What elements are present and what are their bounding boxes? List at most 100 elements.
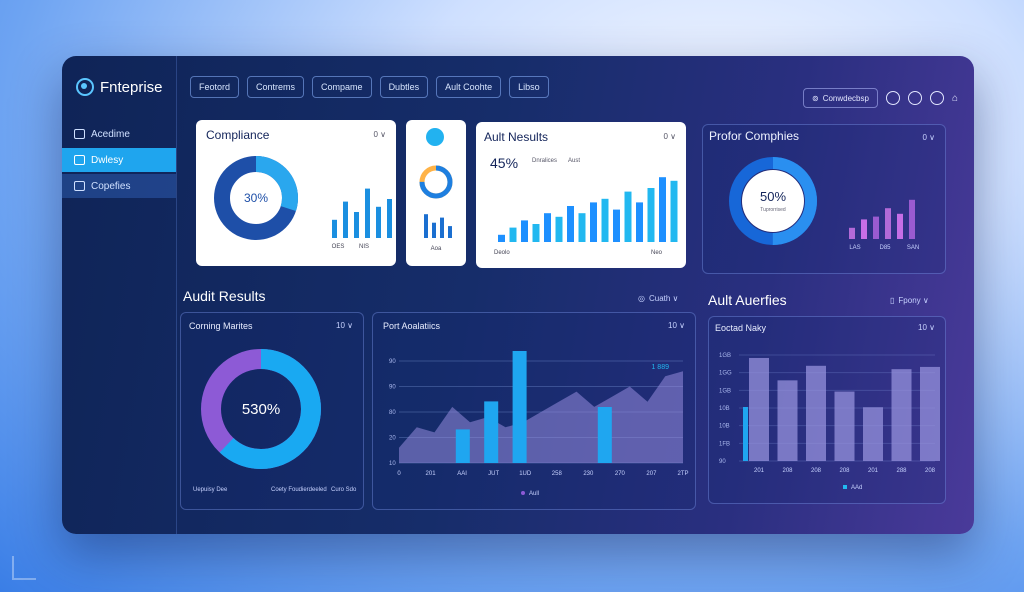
eoctual-ytick-4: 10B: [719, 424, 730, 430]
sidebar-item-label: Copefies: [91, 180, 131, 192]
profor-card: Profor Comphies 0 ∨ 50% Tuprorrised LAS D85…: [702, 124, 946, 274]
eoctual-filter[interactable]: 10 ∨: [918, 323, 935, 332]
port-xtick-6: 230: [583, 471, 594, 477]
profor-bar-0: [849, 227, 855, 239]
eoctual-xtick-4: 201: [868, 468, 879, 474]
compliance-chart: 30% OES NIS: [214, 156, 392, 250]
compliance-bar-5: [387, 199, 392, 238]
eoctual-bar-1: [777, 380, 798, 461]
profor-filter[interactable]: 0 ∨: [922, 133, 935, 142]
compliance-tick-0: OES: [332, 244, 345, 250]
eoctual-ytick-3: 10B: [719, 406, 730, 412]
audit-bar-4: [544, 213, 551, 242]
nav-icon: [74, 181, 85, 191]
sidebar-item-0[interactable]: Acedime: [62, 122, 176, 146]
compliance-donut-value: [214, 156, 298, 240]
profor-donut-hole: [742, 170, 804, 232]
eoctual-accent-bar: [743, 407, 748, 461]
sidebar-item-label: Dwlesy: [91, 154, 124, 166]
coming-filter[interactable]: 10 ∨: [336, 321, 353, 330]
top-tab-bar: Feotord Contrems Compame Dubtles Ault Coohte…: [190, 76, 549, 98]
search-button[interactable]: ⊚ Conwdecbsp: [803, 88, 878, 108]
mini-donut-value: [419, 165, 453, 199]
audit-card-filter[interactable]: 0 ∨: [663, 132, 676, 141]
tab-4[interactable]: Ault Coohte: [436, 76, 502, 98]
profor-bar-3: [885, 208, 891, 239]
eoctual-bar-3: [834, 391, 855, 461]
port-ytick-1: 90: [389, 385, 396, 391]
sidebar-item-2[interactable]: Copefies: [62, 174, 176, 198]
port-bar-2: [512, 351, 527, 463]
mini-bar-1: [432, 222, 436, 238]
eoctual-chart: 1GB 1GG 1GB 10B 10B 1FB 90 201 208 208 208 201 288 20…: [719, 353, 940, 491]
tab-0[interactable]: Feotord: [190, 76, 240, 98]
eoctual-legend-swatch: [843, 485, 847, 489]
port-ytick-3: 20: [389, 436, 396, 442]
sidebar-item-1[interactable]: Dwlesy: [62, 148, 176, 172]
tab-1[interactable]: Contrems: [247, 76, 305, 98]
mini-chart: Aoa: [419, 128, 453, 252]
search-icon: ⊚: [812, 93, 819, 103]
compliance-donut-label: 30%: [244, 191, 268, 205]
eoctual-ytick-1: 1GG: [719, 371, 732, 377]
compliance-tick-1: NIS: [359, 244, 369, 250]
port-xtick-3: JUT: [488, 471, 499, 477]
profor-donut-label: 50%: [760, 189, 786, 204]
coming-legend-2: Curo Sdo: [331, 487, 357, 493]
sidebar-nav: Acedime Dwlesy Copefies: [62, 122, 176, 200]
eoctual-bar-5: [891, 369, 912, 461]
app-window: Fnteprise Acedime Dwlesy Copefies Feotord C…: [62, 56, 974, 534]
mini-card: Aoa: [406, 120, 466, 266]
sidebar-item-label: Acedime: [91, 128, 130, 140]
ault-auerfies-filter[interactable]: ▯ Fpony ∨: [890, 296, 929, 305]
audit-bar-12: [636, 202, 643, 242]
audit-card-chart: 45% Dnralices Aust Deolo Neo: [490, 155, 678, 256]
port-xtick-8: 207: [646, 471, 657, 477]
eoctual-xtick-3: 208: [839, 468, 850, 474]
search-label: Conwdecbsp: [822, 93, 869, 103]
audit-kpi-sub2: Aust: [568, 158, 580, 164]
coming-legend-1: Coety Foudierdeeled: [271, 487, 327, 493]
audit-kpi: 45%: [490, 155, 518, 171]
port-legend: Aull: [529, 491, 539, 497]
audit-foot: Deolo: [494, 250, 510, 256]
ault-auerfies-filter-label: Fpony ∨: [898, 296, 929, 305]
compliance-bar-0: [332, 219, 337, 238]
tab-2[interactable]: Compame: [312, 76, 372, 98]
compliance-bar-4: [376, 206, 381, 238]
audit-bar-5: [555, 216, 563, 242]
port-filter[interactable]: 10 ∨: [668, 321, 685, 330]
notification-icon[interactable]: [907, 91, 922, 105]
user-icon[interactable]: ⌂: [951, 92, 958, 104]
mini-bar-2: [440, 217, 444, 238]
eoctual-ytick-0: 1GB: [719, 353, 731, 359]
audit-bar-1: [509, 227, 517, 242]
compliance-bar-3: [365, 188, 370, 238]
clock-icon[interactable]: [929, 91, 944, 105]
eoctual-bar-0: [749, 357, 769, 461]
eoctual-bar-2: [806, 365, 826, 461]
port-ytick-2: 80: [389, 410, 396, 416]
audit-card-title: Ault Nesults: [484, 130, 549, 144]
compliance-filter[interactable]: 0 ∨: [373, 130, 386, 139]
port-bar-0: [455, 429, 470, 463]
coming-donut-label: 530%: [242, 401, 280, 418]
profor-chart: 50% Tuprorrised LAS D85 SAN: [729, 157, 919, 251]
info-icon[interactable]: [885, 91, 900, 105]
frame-corner: [12, 556, 36, 580]
profor-bar-4: [897, 213, 903, 239]
audit-results-filter[interactable]: ◎ Cuath ∨: [638, 294, 678, 303]
tab-3[interactable]: Dubtles: [379, 76, 429, 98]
eoctual-xtick-0: 201: [754, 468, 765, 474]
port-ytick-0: 90: [389, 359, 396, 365]
port-highlight: 1 889: [651, 364, 669, 371]
port-title: Port Aoalatiics: [383, 321, 441, 331]
tab-5[interactable]: Libso: [509, 76, 549, 98]
profor-tick-2: SAN: [907, 245, 919, 251]
audit-bar-8: [590, 202, 597, 242]
audit-bar-10: [613, 209, 620, 242]
eoctual-xtick-2: 208: [811, 468, 822, 474]
brand[interactable]: Fnteprise: [76, 78, 163, 96]
port-area: [399, 371, 683, 463]
audit-bar-9: [601, 198, 609, 242]
